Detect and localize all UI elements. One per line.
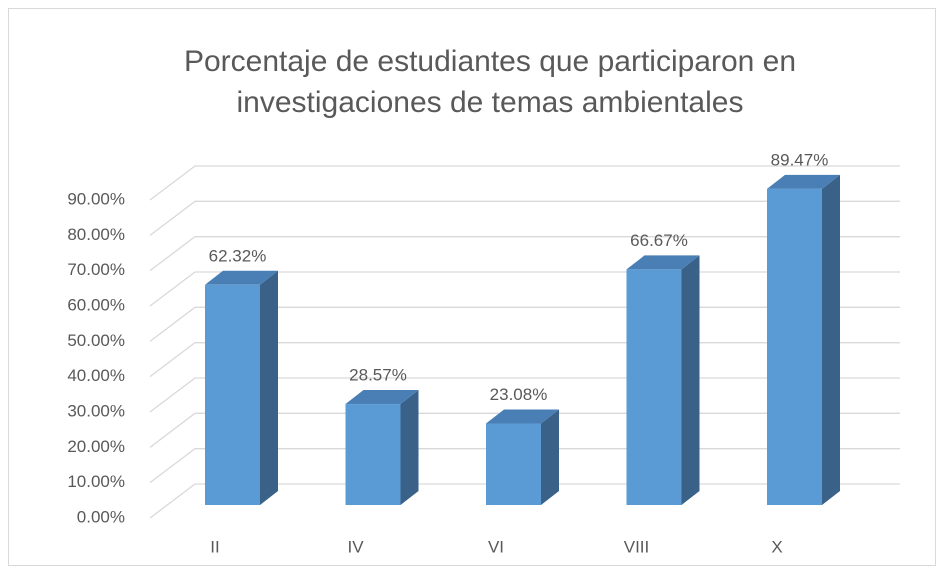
bar-top [205,270,278,285]
bar [626,269,682,505]
grid-line [149,236,900,272]
grid-line [149,200,900,236]
chart-title: investigaciones de temas ambientales [237,86,744,119]
y-tick-label: 70.00% [67,260,125,279]
y-tick-label: 50.00% [67,331,125,350]
bar-top [767,174,840,189]
value-label: 66.67% [630,231,688,250]
value-label: 62.32% [209,246,267,265]
y-tick-label: 10.00% [67,472,125,491]
x-tick-label: VI [488,537,504,556]
value-label: 89.47% [771,150,829,169]
x-tick-label: IV [347,537,364,556]
bar-top [345,390,419,405]
x-tick-label: VIII [624,537,650,556]
bar-side [822,174,840,505]
y-tick-label: 90.00% [67,189,125,208]
value-label: 23.08% [490,385,548,404]
y-tick-label: 60.00% [67,295,125,314]
x-tick-label: II [210,537,219,556]
bar-side [260,270,278,505]
chart-title: Porcentaje de estudiantes que participar… [184,45,796,78]
bar-side [681,255,700,505]
y-tick-label: 40.00% [67,366,125,385]
bar [205,284,260,505]
value-label: 28.57% [349,366,407,385]
y-tick-label: 80.00% [67,225,125,244]
y-tick-label: 20.00% [67,437,125,456]
bar-side [541,409,559,505]
bar [345,404,401,505]
y-tick-label: 0.00% [77,507,125,526]
bar-top [486,409,559,424]
bar [486,423,541,505]
bar-side [400,390,419,505]
grid-line [149,165,900,201]
bar [767,188,822,505]
y-tick-label: 30.00% [67,401,125,420]
x-tick-label: X [771,537,782,556]
bar-top [626,255,700,270]
